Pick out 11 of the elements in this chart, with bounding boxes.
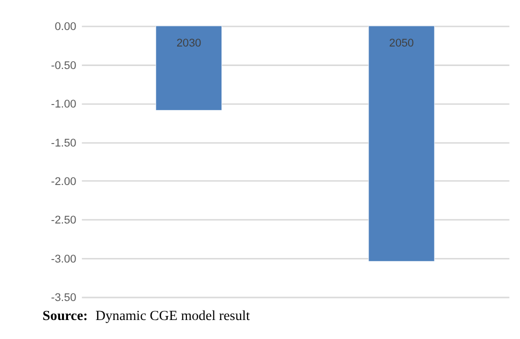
x-tick-label: 2050 bbox=[389, 37, 414, 50]
x-tick-label: 2030 bbox=[176, 37, 202, 50]
y-tick-label: -1.50 bbox=[51, 137, 76, 150]
y-tick-label: -2.00 bbox=[51, 176, 76, 188]
y-tick-label: 0.00 bbox=[54, 21, 76, 34]
y-tick-label: -0.50 bbox=[51, 60, 76, 72]
y-tick-label: -3.00 bbox=[51, 253, 76, 266]
source-note: Source: Dynamic CGE model result bbox=[42, 309, 250, 324]
y-tick-label: -3.50 bbox=[51, 292, 76, 304]
y-tick-label: -2.50 bbox=[51, 214, 76, 227]
y-tick-label: -1.00 bbox=[51, 98, 76, 111]
